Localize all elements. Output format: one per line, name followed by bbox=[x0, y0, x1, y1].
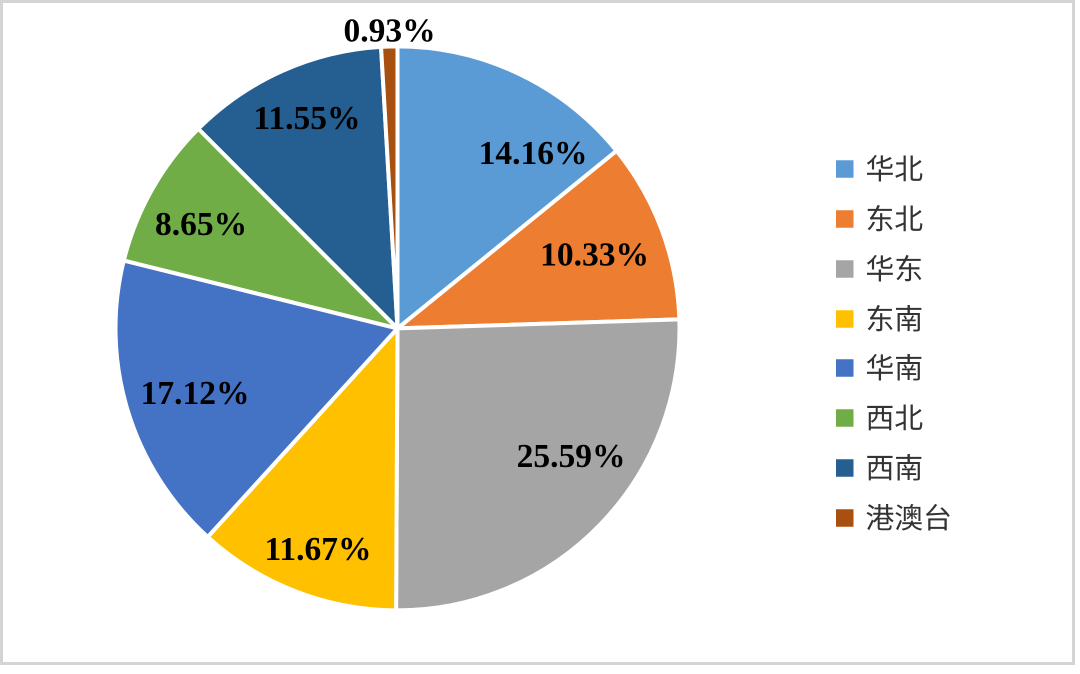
svg-text:14.16%: 14.16% bbox=[479, 135, 588, 172]
svg-text:17.12%: 17.12% bbox=[141, 375, 250, 412]
svg-text:10.33%: 10.33% bbox=[540, 237, 649, 274]
svg-text:11.67%: 11.67% bbox=[264, 531, 371, 568]
svg-text:25.59%: 25.59% bbox=[517, 438, 626, 475]
svg-text:8.65%: 8.65% bbox=[155, 206, 247, 243]
svg-text:0.93%: 0.93% bbox=[343, 13, 435, 50]
svg-text:11.55%: 11.55% bbox=[253, 100, 360, 137]
